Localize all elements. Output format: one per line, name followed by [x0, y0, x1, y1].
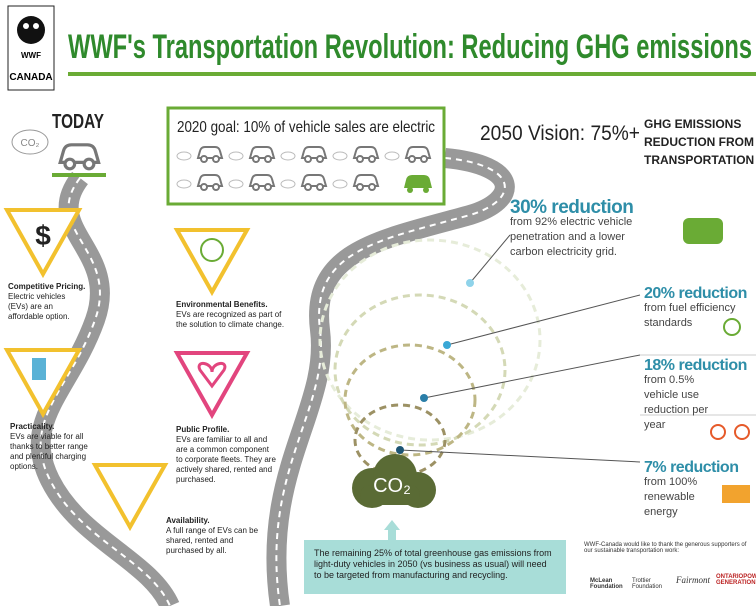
reduction-text: from 100% renewable energy — [644, 476, 698, 518]
benefit: Availability. A full range of EVs can be … — [166, 516, 266, 556]
title: WWF's Transportation Revolution: Reducin… — [68, 28, 752, 66]
sponsor: Fairmont — [676, 575, 711, 585]
svg-text:$: $ — [35, 220, 51, 251]
benefit-title: Practicality. — [10, 422, 55, 431]
benefit-text: EVs are familiar to all and are a common… — [176, 435, 276, 484]
vision-line: REDUCTION FROM — [644, 135, 754, 149]
benefit-title: Availability. — [166, 516, 210, 525]
benefit-text: A full range of EVs can be shared, rente… — [166, 526, 259, 555]
co2-label: CO₂ — [373, 475, 411, 497]
reduction-headline: 7% reduction — [644, 459, 739, 476]
vision-lead: 2050 Vision: 75%+ — [480, 122, 640, 145]
cloud-label: CO₂ — [21, 138, 40, 149]
reduction: 7% reduction from 100% renewable energy — [644, 460, 739, 520]
sponsor: ONTARIOPOWER GENERATION — [716, 574, 756, 586]
cloud — [11, 129, 49, 155]
sponsor-thanks: WWF-Canada would like to thank the gener… — [584, 542, 747, 554]
benefit-title: Competitive Pricing. — [8, 282, 86, 291]
logo-sub: CANADA — [9, 72, 52, 83]
road — [30, 148, 515, 606]
logo-text: WWF — [21, 51, 41, 60]
benefit-text: EVs are recognized as part of the soluti… — [176, 310, 285, 329]
benefit-title: Public Profile. — [176, 425, 230, 434]
benefit: Competitive Pricing. Electric vehicles (E… — [8, 282, 86, 322]
co2-cloud — [352, 454, 436, 508]
reduction-text: from 0.5% vehicle use reduction per year — [644, 374, 709, 431]
today-label: TODAY — [52, 111, 104, 133]
car-grid — [176, 146, 432, 193]
sponsor: Trottier Foundation — [632, 578, 663, 590]
reduction: 18% reduction from 0.5% vehicle use reduc… — [644, 358, 756, 433]
benefit-text: EVs are viable for all thanks to better … — [10, 432, 88, 471]
reduction: 30% reduction from 92% electric vehicle p… — [510, 197, 660, 260]
leader-lines — [399, 234, 641, 463]
panda — [17, 16, 45, 44]
reduction-headline: 30% reduction — [510, 197, 634, 218]
reduction: 20% reduction from fuel efficiency standa… — [644, 286, 756, 331]
reduction-clouds — [318, 238, 542, 477]
benefit: Public Profile. EVs are familiar to all a… — [176, 425, 276, 485]
vision-line: TRANSPORTATION — [644, 153, 754, 167]
reduction-headline: 18% reduction — [644, 357, 747, 374]
goal-title: 2020 goal: 10% of vehicle sales are elec… — [177, 119, 435, 136]
reduction-headline: 20% reduction — [644, 285, 747, 302]
sponsor: McLean Foundation — [590, 578, 623, 590]
benefit: Practicality. EVs are viable for all than… — [10, 422, 88, 472]
benefit: Environmental Benefits. EVs are recognize… — [176, 300, 288, 330]
bottom-note: The remaining 25% of total greenhouse ga… — [304, 540, 566, 594]
reduction-text: from fuel efficiency standards — [644, 302, 736, 329]
vision-line: GHG EMISSIONS — [644, 117, 741, 131]
reduction-text: from 92% electric vehicle penetration an… — [510, 216, 633, 258]
benefit-text: Electric vehicles (EVs) are an affordabl… — [8, 292, 70, 321]
benefit-title: Environmental Benefits. — [176, 300, 268, 309]
